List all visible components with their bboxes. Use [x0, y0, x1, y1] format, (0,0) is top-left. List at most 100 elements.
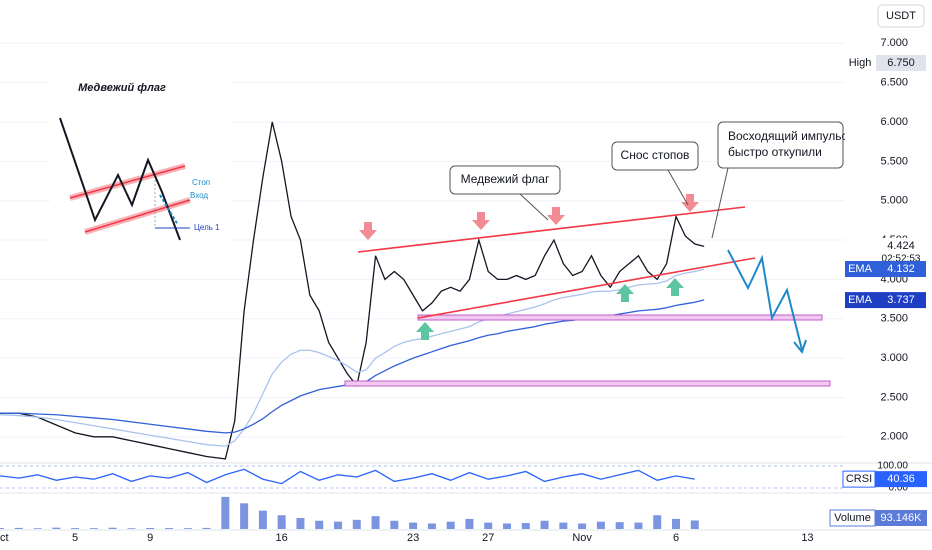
volume-bar [371, 516, 380, 529]
y-tick-label: 5.500 [880, 155, 908, 167]
volume-bar [0, 528, 4, 529]
last-value: 40.36 [887, 473, 915, 485]
volume-bar [165, 528, 173, 529]
indicator-name: Volume [834, 512, 871, 524]
x-tick-label: 13 [801, 532, 813, 544]
price-name: High [849, 57, 872, 69]
y-tick-label: 3.000 [880, 352, 908, 364]
volume-bar [484, 522, 493, 529]
channel-line [417, 257, 756, 319]
up-arrows [416, 278, 684, 340]
volume-bar [258, 510, 267, 529]
price-sublabel: 02:52:53 [882, 254, 921, 265]
volume-bar [108, 527, 117, 529]
inset-label: Вход [190, 191, 208, 200]
volume-bar [89, 528, 98, 529]
price-name-box [845, 54, 876, 71]
y-tick-label: 2.500 [880, 391, 908, 403]
last-value-box [875, 471, 927, 488]
line [0, 468, 695, 485]
indicator-name: CRSI [846, 473, 872, 485]
price-label: 3.737 [887, 294, 915, 306]
callouts [449, 121, 844, 239]
volume-bar [202, 527, 211, 529]
line [0, 268, 705, 447]
price-name: EMA [848, 294, 873, 306]
x-tick-label: 5 [72, 532, 78, 544]
annotation: быстро откупили [728, 145, 822, 159]
zone [344, 380, 831, 387]
y-tick-label: 2.000 [880, 431, 908, 443]
volume-bar [540, 520, 549, 529]
currency-button[interactable] [877, 4, 925, 28]
volume-bar [465, 518, 474, 529]
volume-bar [690, 520, 699, 529]
annotation: Медвежий флаг [461, 172, 550, 186]
x-tick-label: 9 [147, 532, 153, 544]
volume-bar [596, 521, 605, 529]
volume-bar [33, 528, 42, 529]
volume-bar [427, 523, 436, 529]
volume-bar [315, 520, 324, 529]
inset-label: Стоп [192, 178, 210, 187]
volume-bar [71, 528, 80, 529]
y-tick-label: 0.00 [889, 483, 909, 494]
x-tick-label: 27 [482, 532, 494, 544]
x-tick-label: Oct [0, 532, 9, 544]
volume-bar [409, 522, 418, 529]
volume-bar [672, 518, 680, 529]
volume-bar [446, 521, 455, 529]
price-label: 6.750 [887, 57, 915, 69]
down-arrows [359, 194, 699, 240]
volume-bar [503, 523, 511, 529]
volume-bar [653, 515, 662, 529]
drawings: Медвежий флаг Снос стопов Восходящий имп… [50, 72, 848, 387]
volume-bar [277, 515, 286, 529]
price-label-box [876, 292, 926, 309]
zone [417, 314, 823, 321]
volume-bar [615, 522, 624, 529]
channel-line [357, 206, 746, 253]
x-tick-label: 16 [276, 532, 288, 544]
price-label-box [876, 261, 926, 278]
volume-bar [296, 518, 305, 529]
volume-bar [352, 519, 361, 529]
inset: Медвежий флаг Стоп Вход Цель 1 [50, 72, 232, 248]
volume-bar [390, 520, 399, 529]
volume-bar [334, 521, 342, 529]
projection [727, 249, 803, 351]
volume-bar [240, 503, 249, 529]
volume-bar [634, 522, 643, 529]
y-tick-label: 5.000 [880, 195, 908, 207]
price-label: 4.424 [887, 240, 915, 252]
y-tick-label: 100.00 [877, 461, 908, 472]
y-tick-label: 6.500 [880, 77, 908, 89]
projection-head [793, 339, 807, 355]
x-tick-label: 6 [673, 532, 679, 544]
price-name-box [845, 261, 876, 278]
last-value: 93.146K [881, 512, 923, 524]
x-tick-label: Nov [572, 532, 592, 544]
x-tick-label: 23 [407, 532, 419, 544]
y-tick-label: 3.500 [880, 313, 908, 325]
volume-bar [559, 522, 568, 529]
volume-bar [521, 523, 530, 529]
currency: USDT [886, 10, 916, 22]
volume-bar [52, 527, 61, 529]
inset-label: Цель 1 [194, 223, 220, 232]
volume-bar [183, 528, 192, 529]
volume-bar [127, 528, 136, 529]
volume-bar [146, 527, 155, 529]
price-label-box [876, 54, 926, 71]
price-label: 4.132 [887, 263, 915, 275]
inset-title: Медвежий флаг [78, 82, 166, 94]
last-value-box [875, 510, 927, 526]
y-tick-label: 7.000 [880, 37, 908, 49]
price-name-box [845, 292, 876, 309]
line [0, 121, 705, 460]
annotation: Снос стопов [621, 148, 690, 162]
volume-bar [14, 527, 23, 529]
